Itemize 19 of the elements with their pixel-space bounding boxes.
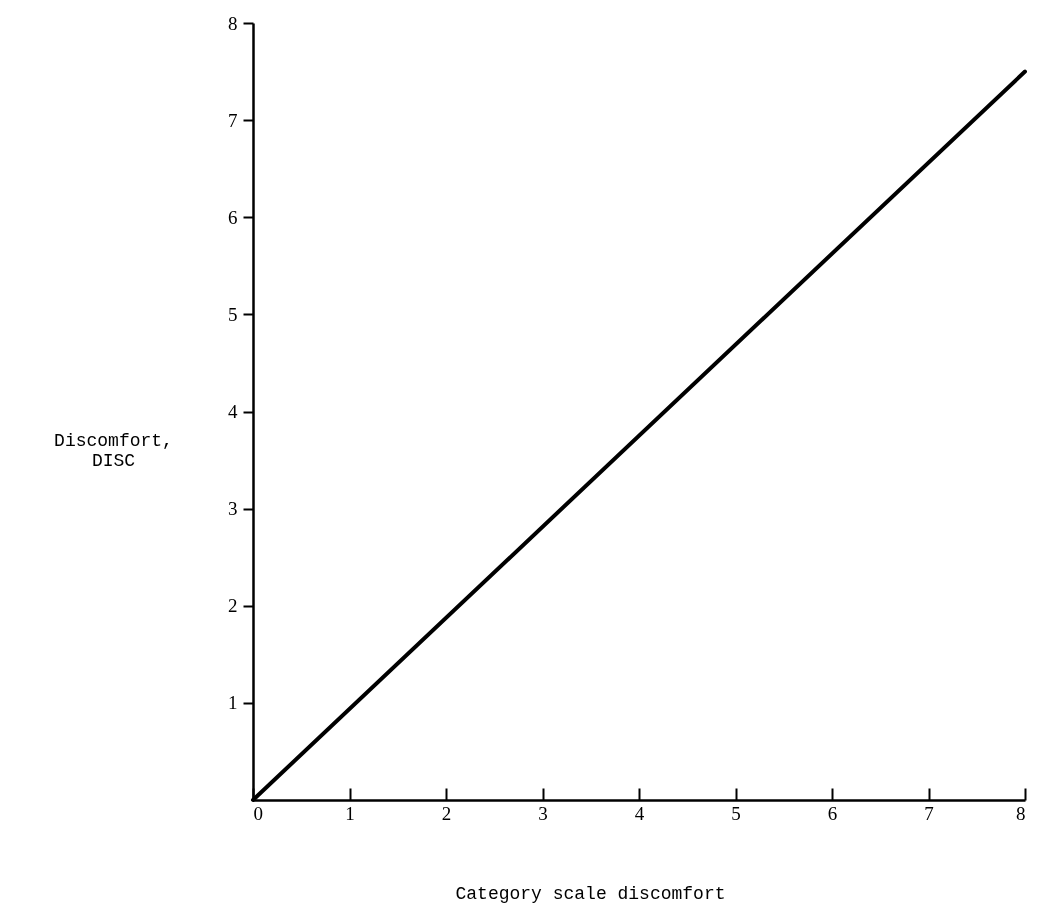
y-tick-label: 4 (228, 401, 238, 422)
x-tick-label: 6 (827, 802, 838, 824)
y-tick-label: 1 (228, 692, 238, 714)
y-axis-title: Discomfort, DISC (54, 430, 173, 471)
x-tick-label: 2 (441, 802, 452, 824)
y-tick-label: 3 (228, 498, 238, 520)
x-axis-title: Category scale discomfort (455, 883, 726, 904)
x-tick-label: 1 (345, 802, 355, 824)
x-tick-label: 4 (634, 802, 645, 824)
x-tick-label: 3 (538, 802, 548, 824)
y-tick-label: 8 (228, 12, 238, 34)
x-tick-label: 8 (1016, 802, 1026, 824)
x-tick-label: 5 (731, 802, 741, 824)
y-tick-label: 7 (228, 109, 238, 131)
x-tick-label: 0 (253, 802, 263, 824)
y-tick-label: 6 (228, 206, 238, 228)
x-tick-label: 7 (924, 802, 934, 824)
y-tick-label: 2 (228, 595, 238, 617)
y-tick-label: 5 (228, 303, 238, 325)
